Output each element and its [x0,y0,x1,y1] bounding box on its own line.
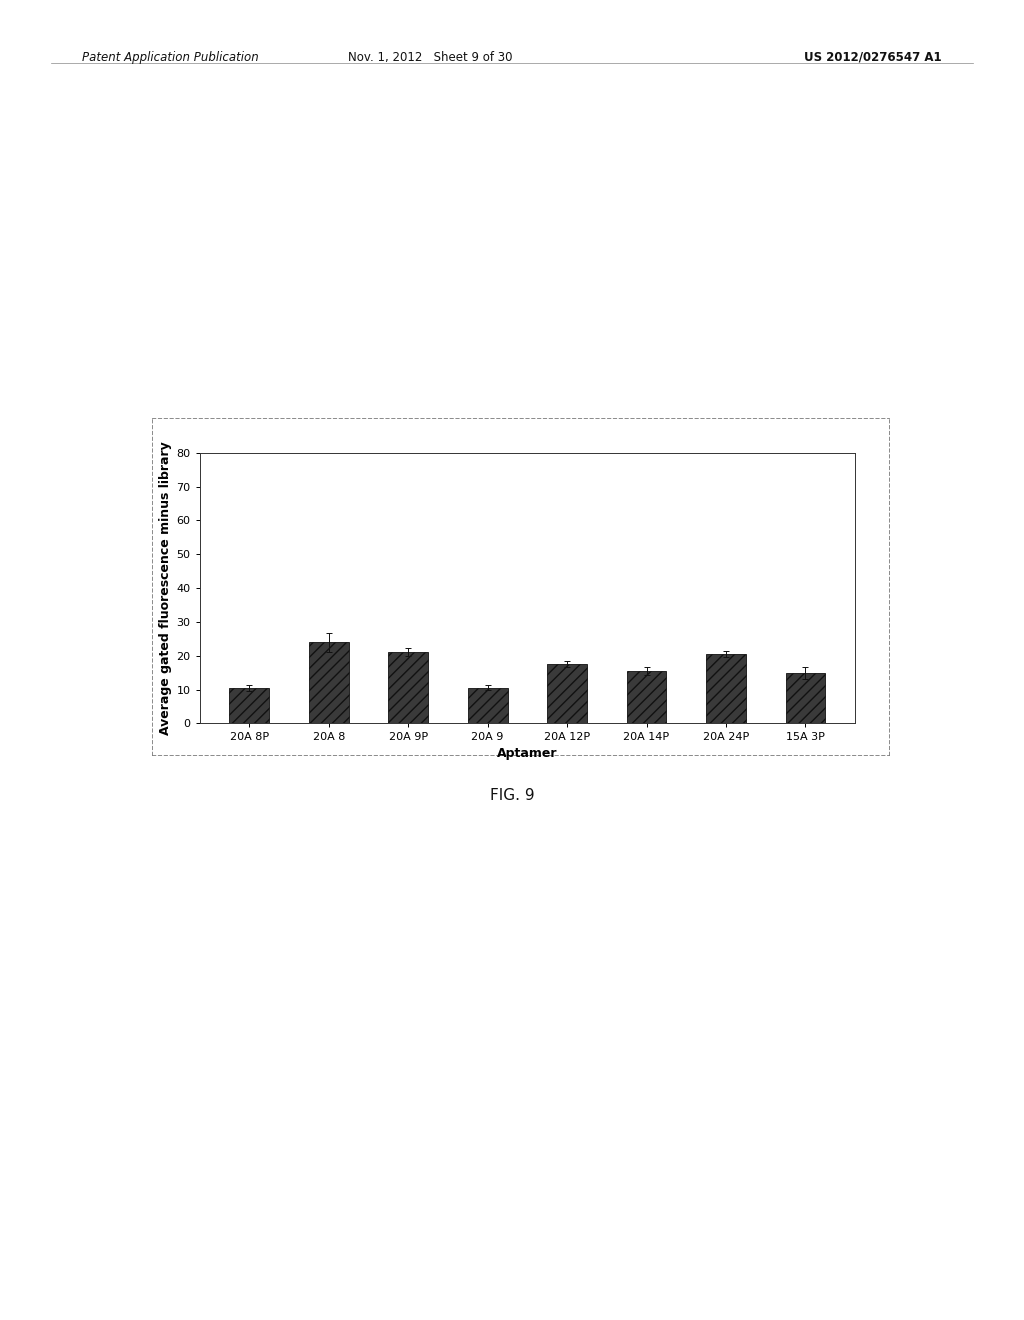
Text: Nov. 1, 2012   Sheet 9 of 30: Nov. 1, 2012 Sheet 9 of 30 [348,50,512,63]
Bar [627,671,667,723]
Text: Patent Application Publication: Patent Application Publication [82,50,259,63]
Bar [547,664,587,723]
Bar [707,653,745,723]
Bar [309,643,348,723]
Bar [229,688,269,723]
Y-axis label: Average gated fluorescence minus library: Average gated fluorescence minus library [160,441,172,735]
Text: US 2012/0276547 A1: US 2012/0276547 A1 [805,50,942,63]
X-axis label: Aptamer: Aptamer [497,747,558,759]
Bar [468,688,508,723]
Text: FIG. 9: FIG. 9 [489,788,535,803]
Bar [785,673,825,723]
Bar [388,652,428,723]
